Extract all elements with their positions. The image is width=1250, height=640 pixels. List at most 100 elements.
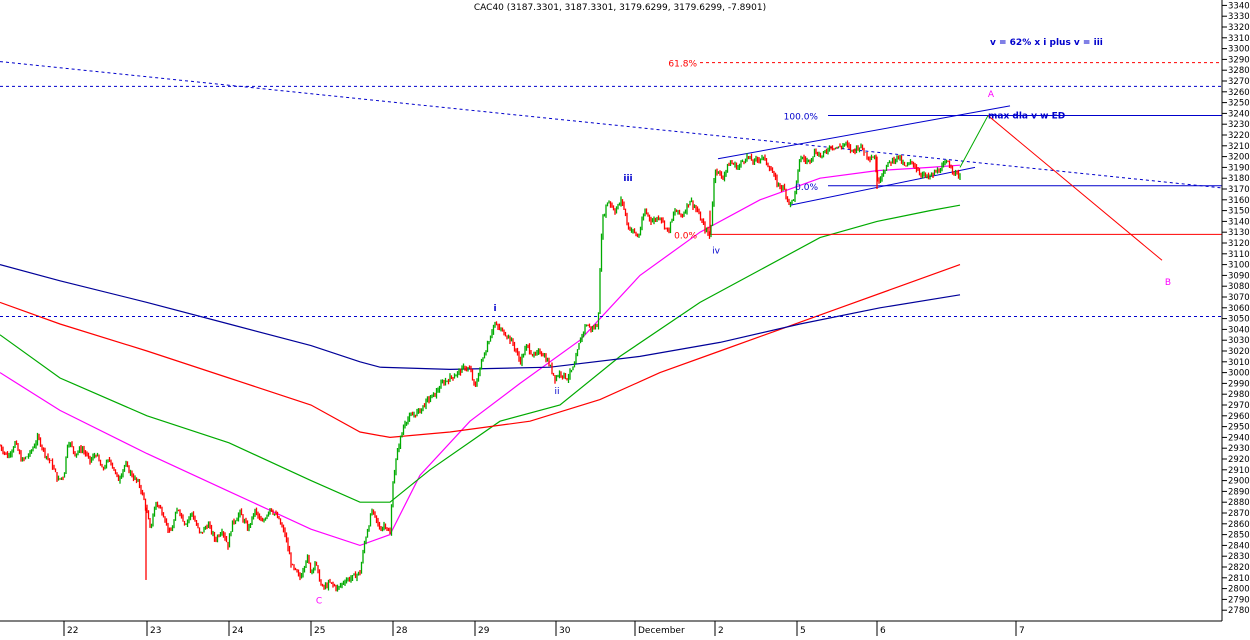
y-tick-label: 2980 (1228, 390, 1250, 400)
y-tick-label: 3240 (1228, 109, 1250, 119)
x-tick-label: 23 (150, 626, 161, 636)
y-tick-label: 2780 (1228, 606, 1250, 616)
trendline-7 (717, 105, 1011, 160)
x-tick-label: 2 (718, 626, 724, 636)
y-tick-label: 3280 (1228, 66, 1250, 76)
plot-area (0, 0, 1222, 621)
annotation-label-2: A (988, 90, 995, 100)
y-tick-label: 2790 (1228, 595, 1250, 605)
x-tick-label: 7 (1019, 626, 1025, 636)
y-tick-label: 3290 (1228, 55, 1250, 65)
annotation-label-12: B (1165, 278, 1171, 288)
y-tick-label: 3230 (1228, 120, 1250, 130)
trendline-6 (0, 61, 1223, 189)
y-tick-label: 3140 (1228, 217, 1250, 227)
y-tick-label: 3060 (1228, 304, 1250, 314)
y-tick-label: 3200 (1228, 153, 1250, 163)
y-tick-label: 3040 (1228, 325, 1250, 335)
y-tick-label: 3180 (1228, 174, 1250, 184)
y-tick-label: 2800 (1228, 585, 1250, 595)
moving-average-line-1 (0, 204, 961, 503)
y-tick-label: 3080 (1228, 282, 1250, 292)
price-bars (0, 140, 961, 592)
y-tick-label: 2940 (1228, 433, 1250, 443)
y-tick-label: 3020 (1228, 347, 1250, 357)
trendline-9 (959, 115, 989, 168)
y-tick-label: 2950 (1228, 423, 1250, 433)
y-tick-label: 3220 (1228, 131, 1250, 141)
y-tick-label: 3110 (1228, 250, 1250, 260)
plot-background (0, 0, 1222, 621)
trendline-8 (789, 166, 976, 206)
y-tick-label: 2990 (1228, 379, 1250, 389)
x-tick-label: 24 (232, 626, 244, 636)
y-tick-label: 2960 (1228, 412, 1250, 422)
moving-average-line-2 (0, 264, 961, 439)
y-tick-label: 2910 (1228, 466, 1250, 476)
x-tick-label: 6 (880, 626, 886, 636)
y-tick-label: 3340 (1228, 1, 1250, 11)
annotation-label-5: 0.0% (795, 183, 818, 193)
y-tick-label: 3310 (1228, 34, 1250, 44)
annotation-label-4: 100.0% (784, 113, 819, 123)
y-tick-label: 2870 (1228, 509, 1250, 519)
annotation-label-6: 0.0% (674, 231, 697, 241)
y-tick-label: 3160 (1228, 196, 1250, 206)
y-tick-label: 3150 (1228, 207, 1250, 217)
y-tick-label: 3330 (1228, 12, 1250, 22)
annotation-label-9: i (493, 304, 496, 314)
annotation-label-10: ii (554, 387, 559, 397)
y-tick-label: 3170 (1228, 185, 1250, 195)
y-tick-label: 3270 (1228, 77, 1250, 87)
y-tick-label: 2830 (1228, 552, 1250, 562)
y-tick-label: 2850 (1228, 531, 1250, 541)
y-tick-label: 2820 (1228, 563, 1250, 573)
moving-averages (0, 164, 961, 547)
y-tick-label: 3120 (1228, 239, 1250, 249)
chart-title: CAC40 (3187.3301, 3187.3301, 3179.6299, … (474, 3, 766, 13)
annotation-label-1: v = 62% x i plus v = iii (990, 38, 1103, 48)
trendline-10 (987, 115, 1163, 261)
y-tick-label: 2880 (1228, 498, 1250, 508)
y-tick-label: 2920 (1228, 455, 1250, 465)
y-tick-label: 3010 (1228, 358, 1250, 368)
y-tick-label: 3190 (1228, 163, 1250, 173)
y-tick-label: 3100 (1228, 261, 1250, 271)
x-tick-label: 5 (800, 626, 806, 636)
x-tick-label: 30 (559, 626, 571, 636)
y-tick-label: 3070 (1228, 293, 1250, 303)
y-tick-label: 3000 (1228, 369, 1250, 379)
y-tick-label: 2890 (1228, 487, 1250, 497)
x-tick-label: 25 (314, 626, 325, 636)
y-tick-label: 2810 (1228, 574, 1250, 584)
x-tick-label: 29 (478, 626, 490, 636)
y-tick-label: 2970 (1228, 401, 1250, 411)
y-tick-label: 3130 (1228, 228, 1250, 238)
y-tick-label: 3260 (1228, 88, 1250, 98)
x-tick-label: December (638, 626, 685, 636)
x-tick-label: 28 (396, 626, 408, 636)
moving-average-line-0 (0, 164, 961, 547)
y-tick-label: 2840 (1228, 541, 1250, 551)
y-tick-label: 3030 (1228, 336, 1250, 346)
y-tick-label: 2930 (1228, 444, 1250, 454)
annotation-label-7: iii (623, 174, 632, 184)
annotation-label-8: iv (712, 247, 721, 257)
annotation-lines (0, 61, 1223, 317)
y-tick-label: 3250 (1228, 99, 1250, 109)
annotation-label-11: C (316, 597, 322, 607)
annotation-label-3: max dla v w ED (988, 112, 1065, 122)
y-tick-label: 2860 (1228, 520, 1250, 530)
y-tick-label: 3090 (1228, 271, 1250, 281)
y-tick-label: 3050 (1228, 315, 1250, 325)
y-tick-label: 2900 (1228, 477, 1250, 487)
annotation-label-0: 61.8% (668, 60, 697, 70)
y-tick-label: 3210 (1228, 142, 1250, 152)
x-tick-label: 22 (67, 626, 78, 636)
y-tick-label: 3300 (1228, 45, 1250, 55)
moving-average-line-3 (0, 264, 961, 371)
